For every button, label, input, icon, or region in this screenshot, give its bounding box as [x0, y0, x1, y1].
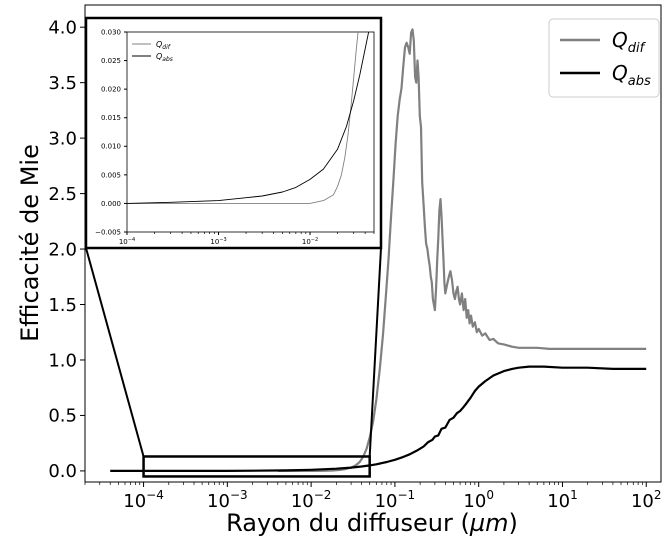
main-x-tick-label: 100	[463, 488, 494, 512]
inset-y-tick-label: 0.025	[101, 57, 121, 65]
main-x-tick-label: 10−3	[207, 488, 248, 512]
main-y-tick-label: 0.0	[48, 461, 77, 482]
zoom-connector-left	[85, 247, 145, 457]
main-y-tick-label: 3.0	[48, 128, 77, 149]
inset-x-tick-label: 10−3	[210, 237, 226, 246]
main-y-tick-label: 3.5	[48, 73, 77, 94]
main-y-tick-label: 2.0	[48, 239, 77, 260]
main-legend: Qdif Qabs	[548, 18, 660, 98]
inset-y-tick-label: 0.000	[101, 200, 121, 208]
inset-y-tick-label: 0.020	[101, 86, 121, 94]
main-x-tick-label: 102	[631, 488, 662, 512]
inset-y-tick-label: 0.015	[101, 114, 121, 122]
inset-y-tick-label: 0.010	[101, 143, 121, 151]
inset-x-axis-ticks: 10−4 10−3 10−2	[119, 232, 375, 246]
main-y-tick-label: 1.5	[48, 295, 77, 316]
main-y-tick-label: 2.5	[48, 184, 77, 205]
inset-x-tick-label: 10−2	[302, 237, 318, 246]
inset-y-tick-label: 0.030	[101, 28, 121, 36]
inset-outer-frame	[84, 16, 383, 250]
zoom-connector-right	[368, 247, 382, 457]
main-y-axis-ticks: 0.0 0.5 1.0 1.5 2.0 2.5 3.0 3.5 4.0	[48, 17, 85, 482]
inset-legend: Qdif Qabs	[132, 40, 173, 63]
inset-line-q-abs	[127, 32, 370, 204]
main-x-axis-ticks: 10−4 10−3 10−2 10−1 100 101 102	[84, 482, 662, 512]
inset-y-tick-label: −0.005	[95, 228, 121, 236]
inset-plot-frame	[126, 31, 375, 233]
main-y-tick-label: 4.0	[48, 17, 77, 38]
main-series-lines	[110, 28, 647, 472]
main-x-tick-label: 10−1	[375, 488, 416, 512]
inset-x-tick-label: 10−4	[119, 237, 135, 246]
y-axis-label: Efficacité de Mie	[16, 144, 44, 342]
inset-y-axis-ticks: −0.005 0.000 0.005 0.010 0.015 0.020 0.025 0.03…	[95, 28, 127, 236]
main-x-tick-label: 10−4	[123, 488, 164, 512]
main-y-tick-label: 1.0	[48, 350, 77, 371]
inset-legend-label-q-dif: Qdif	[156, 40, 171, 51]
zoom-indicator	[85, 247, 382, 478]
legend-label-q-abs: Qabs	[612, 61, 651, 89]
zoom-inset: −0.005 0.000 0.005 0.010 0.015 0.020 0.025 0.03…	[84, 16, 383, 250]
inset-line-q-dif	[127, 32, 359, 204]
main-x-tick-label: 10−2	[291, 488, 332, 512]
main-y-tick-label: 0.5	[48, 406, 77, 427]
inset-legend-label-q-abs: Qabs	[156, 52, 173, 63]
main-plot-area: 0.0 0.5 1.0 1.5 2.0 2.5 3.0 3.5 4.0 10−4 10−3 10−2…	[48, 4, 662, 512]
inset-y-tick-label: 0.005	[101, 171, 121, 179]
inset-series-lines	[127, 32, 370, 204]
main-line-q-dif	[277, 28, 647, 472]
legend-label-q-dif: Qdif	[612, 28, 647, 56]
zoom-region-box	[142, 455, 371, 478]
inset-background	[86, 18, 381, 248]
main-legend-box	[548, 18, 660, 98]
x-axis-label: Rayon du diffuseur (µm)	[226, 509, 518, 537]
main-line-q-abs	[110, 365, 647, 472]
main-x-tick-label: 101	[547, 488, 578, 512]
